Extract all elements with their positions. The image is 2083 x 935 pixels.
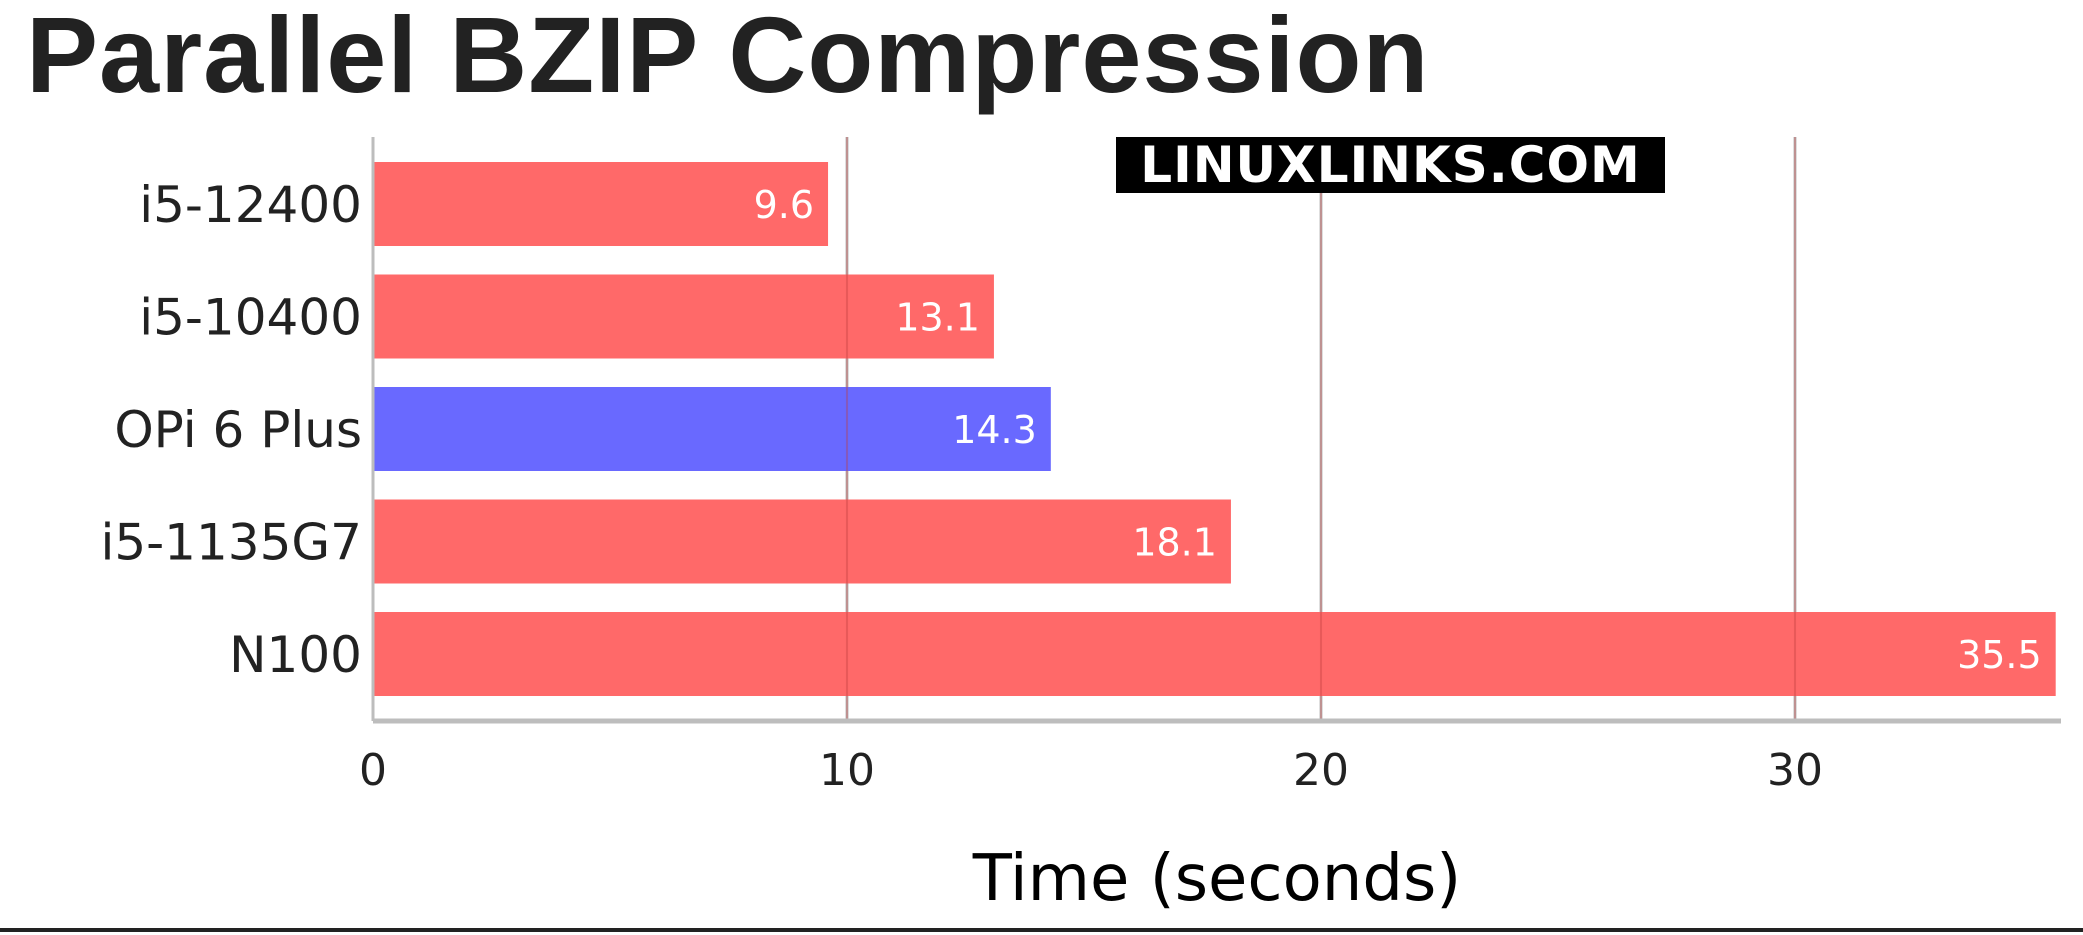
bar [373, 162, 829, 246]
category-label: OPi 6 Plus [114, 401, 362, 459]
data-label: 14.3 [952, 408, 1037, 452]
data-label: 18.1 [1132, 521, 1217, 565]
category-label: N100 [229, 626, 362, 684]
x-tick-label: 20 [1293, 745, 1349, 796]
x-axis-title: Time (seconds) [972, 842, 1462, 916]
x-tick-label: 0 [359, 745, 387, 796]
x-tick-label: 10 [819, 745, 875, 796]
bar [373, 612, 2056, 696]
data-label: 9.6 [754, 183, 814, 227]
bottom-rule [0, 928, 2083, 932]
bar [373, 274, 994, 359]
data-label: 35.5 [1957, 633, 2042, 677]
category-label: i5-10400 [139, 289, 362, 347]
data-label: 13.1 [895, 296, 980, 340]
category-label: i5-12400 [139, 176, 362, 234]
watermark-logo: LINUXLINKS.COM [1116, 136, 1665, 194]
chart-title: Parallel BZIP Compression [26, 0, 1430, 115]
bar [373, 499, 1231, 584]
x-tick-label: 30 [1767, 745, 1823, 796]
bar [373, 387, 1051, 471]
category-label: i5-1135G7 [100, 514, 362, 572]
